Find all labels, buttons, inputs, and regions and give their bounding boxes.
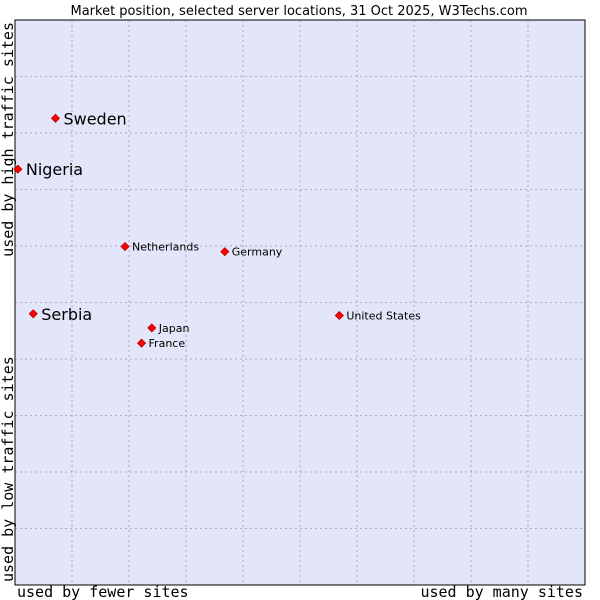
data-points: Sweden Nigeria Netherlands Germany Serbia Uni… bbox=[13, 109, 421, 350]
label-serbia: Serbia bbox=[41, 305, 92, 324]
point-united-states: United States bbox=[334, 309, 421, 322]
marker-france bbox=[136, 338, 147, 348]
label-united-states: United States bbox=[346, 309, 421, 322]
label-france: France bbox=[149, 337, 186, 350]
label-sweden: Sweden bbox=[63, 109, 126, 128]
point-germany: Germany bbox=[220, 246, 283, 259]
label-nigeria: Nigeria bbox=[26, 160, 83, 179]
grid-lines bbox=[15, 20, 585, 585]
marker-germany bbox=[220, 247, 230, 257]
y-axis-label-bottom: used by low traffic sites bbox=[0, 356, 17, 582]
point-serbia: Serbia bbox=[28, 305, 92, 324]
marker-serbia bbox=[28, 309, 38, 319]
marker-sweden bbox=[50, 113, 61, 123]
x-axis-label-left: used by fewer sites bbox=[17, 583, 189, 600]
point-netherlands: Netherlands bbox=[120, 241, 199, 254]
point-nigeria: Nigeria bbox=[13, 160, 83, 179]
x-axis-label-right: used by many sites bbox=[420, 583, 583, 600]
point-sweden: Sweden bbox=[50, 109, 127, 128]
label-japan: Japan bbox=[158, 322, 190, 335]
marker-nigeria bbox=[13, 164, 23, 174]
point-france: France bbox=[136, 337, 186, 350]
label-germany: Germany bbox=[232, 246, 283, 259]
plot-frame bbox=[14, 19, 586, 586]
chart-title: Market position, selected server locatio… bbox=[70, 4, 527, 19]
marker-united-states bbox=[334, 310, 344, 321]
label-netherlands: Netherlands bbox=[132, 241, 199, 254]
y-axis-label-top: used by high traffic sites bbox=[0, 22, 17, 257]
marker-japan bbox=[147, 323, 157, 333]
point-japan: Japan bbox=[147, 322, 190, 335]
marker-netherlands bbox=[120, 241, 130, 252]
